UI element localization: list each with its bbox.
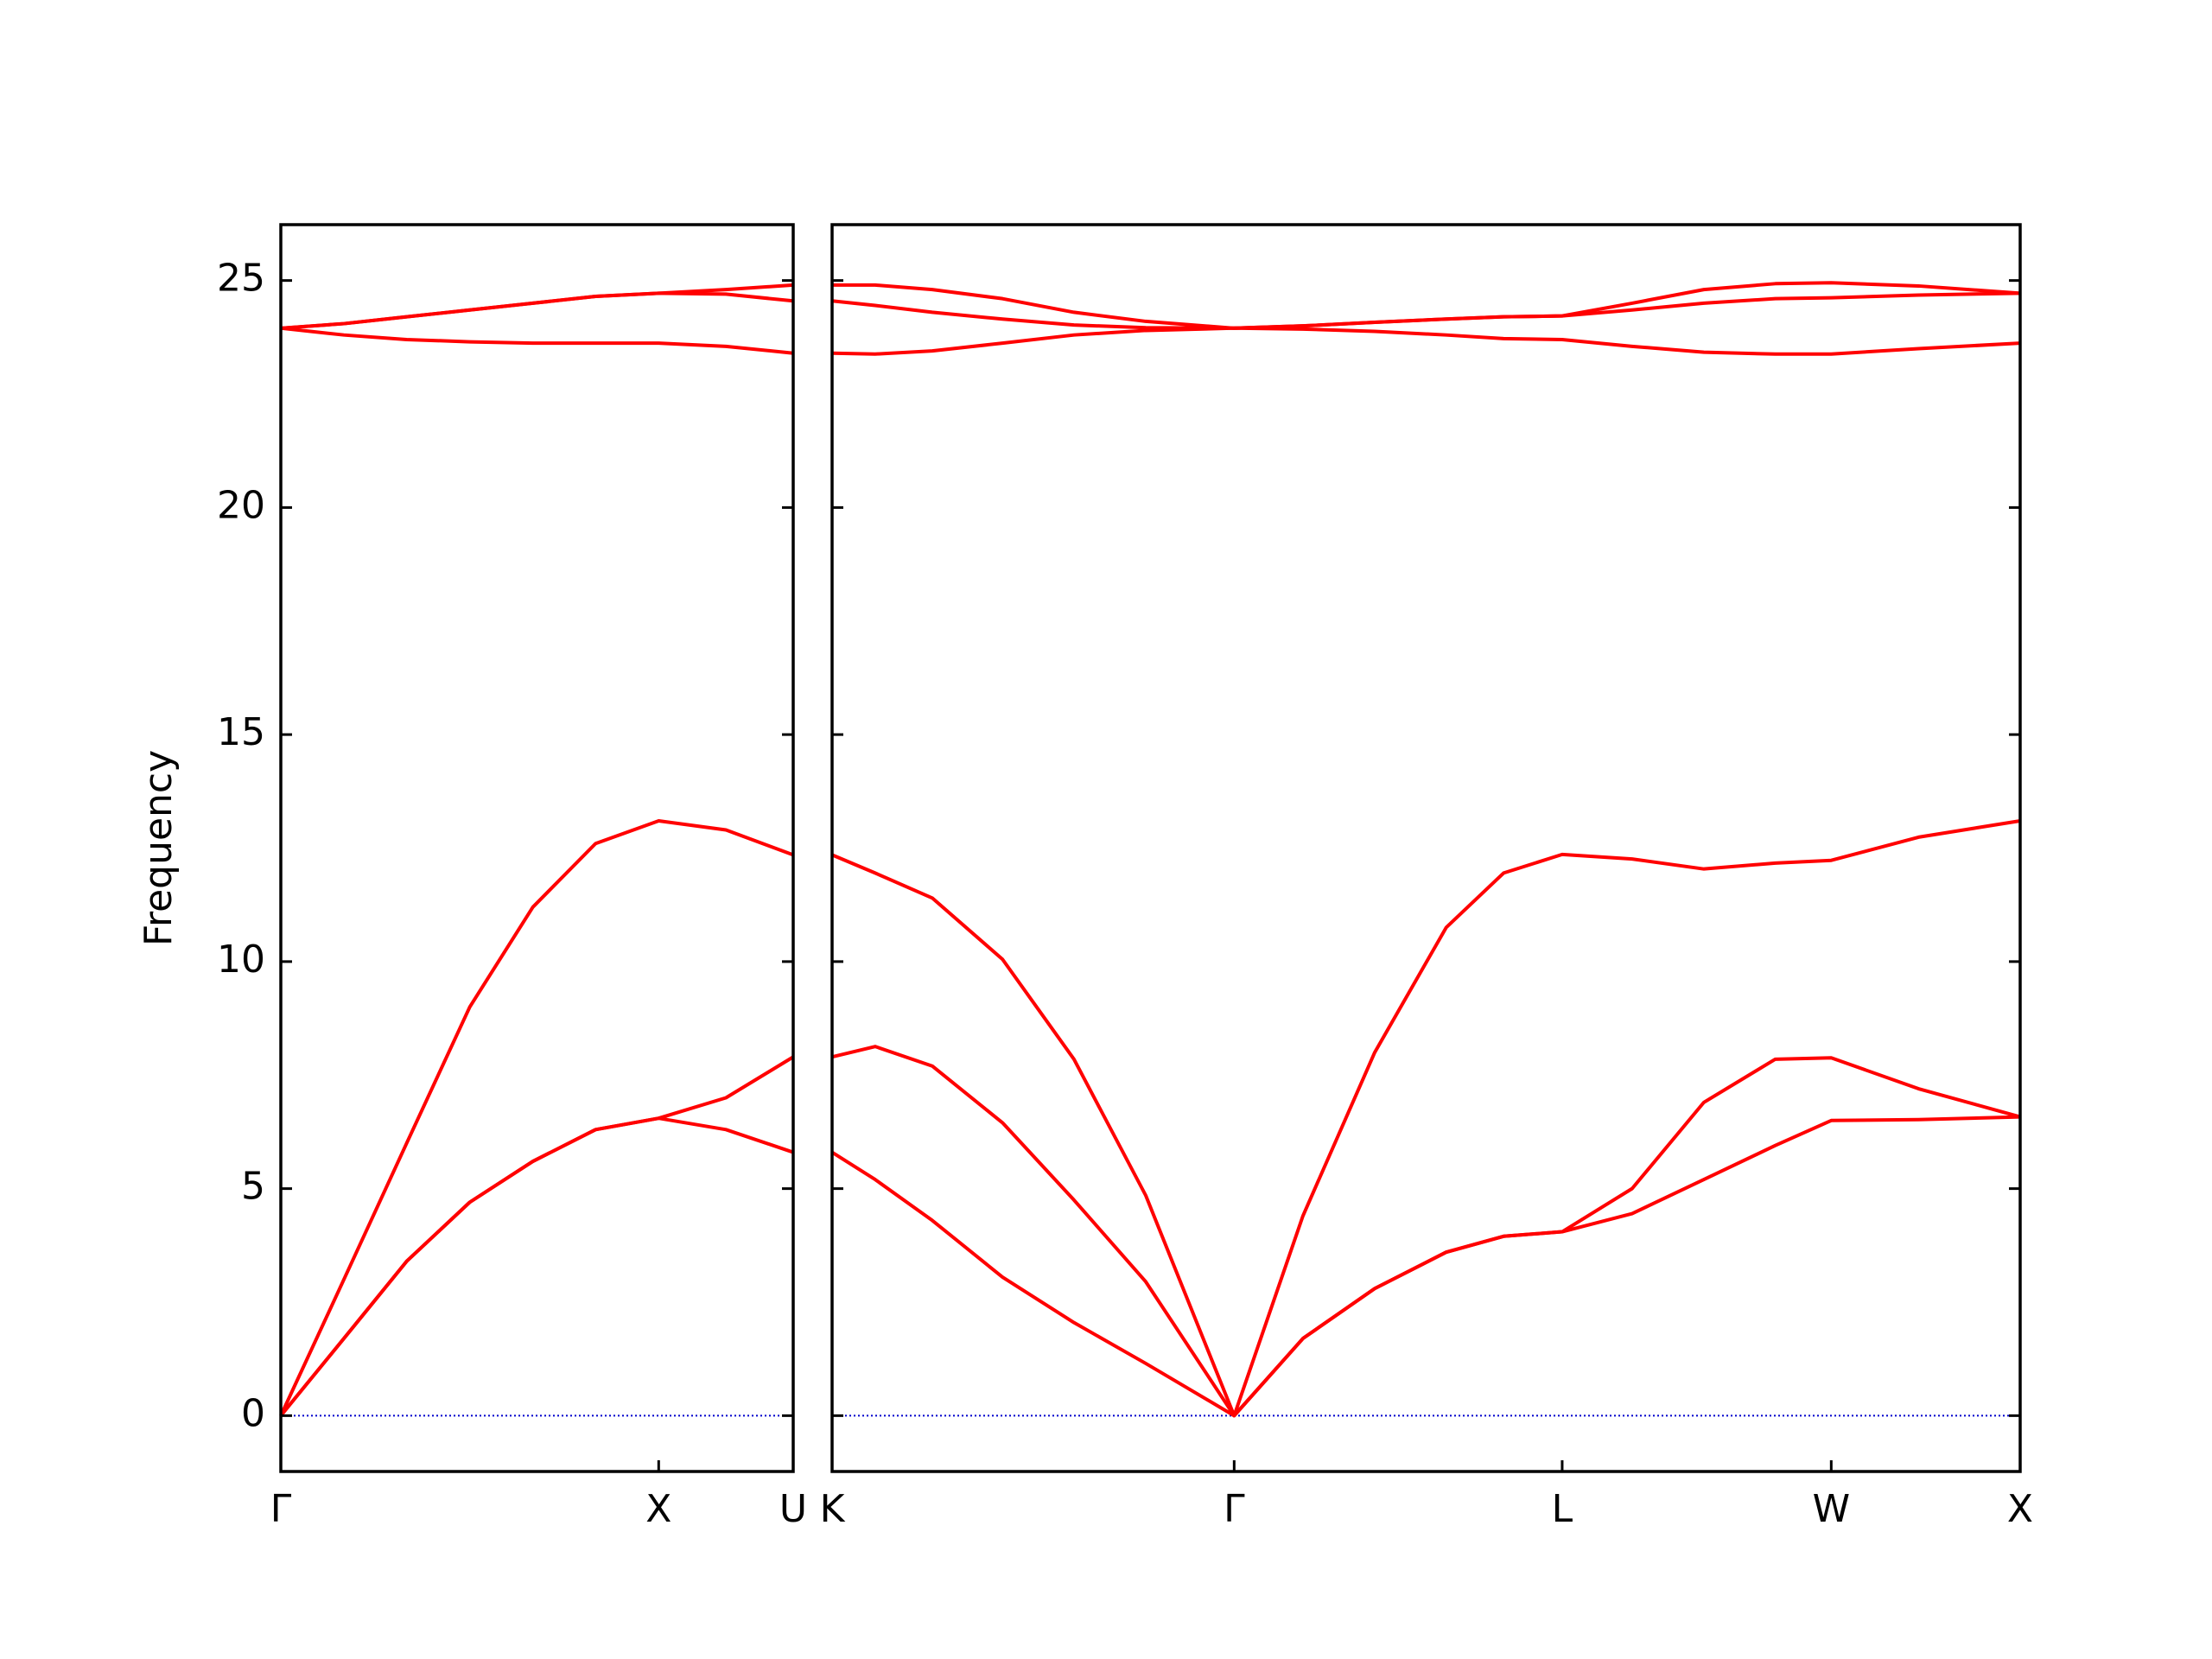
x-tick-label: U	[779, 1487, 807, 1531]
band-line	[830, 1115, 2021, 1418]
band-line	[832, 281, 2021, 330]
band-line	[280, 283, 794, 330]
y-tick-label: 5	[241, 1165, 265, 1209]
x-tick-label: L	[1552, 1487, 1573, 1531]
band-line	[279, 1116, 794, 1417]
band-line	[279, 818, 794, 1417]
x-tick-label: Γ	[270, 1487, 292, 1531]
x-tick-label: X	[645, 1487, 671, 1531]
band-line	[831, 1045, 2021, 1418]
x-tick-label: K	[820, 1487, 846, 1531]
y-tick-label: 15	[217, 710, 265, 754]
band-line	[279, 1055, 795, 1417]
x-tick-label: W	[1813, 1487, 1851, 1531]
x-tick-label: Γ	[1224, 1487, 1245, 1531]
axes-frame	[279, 223, 795, 1473]
band-line	[831, 326, 2021, 356]
y-tick-label: 20	[217, 483, 265, 527]
y-tick-label: 0	[241, 1391, 265, 1435]
band-line	[280, 326, 794, 355]
axes-frame	[830, 223, 2022, 1473]
y-tick-label: 25	[217, 257, 265, 301]
y-axis-label: Frequency	[137, 750, 181, 946]
y-tick-label: 10	[217, 938, 265, 982]
band-line	[831, 818, 2021, 1418]
x-tick-label: X	[2007, 1487, 2033, 1531]
